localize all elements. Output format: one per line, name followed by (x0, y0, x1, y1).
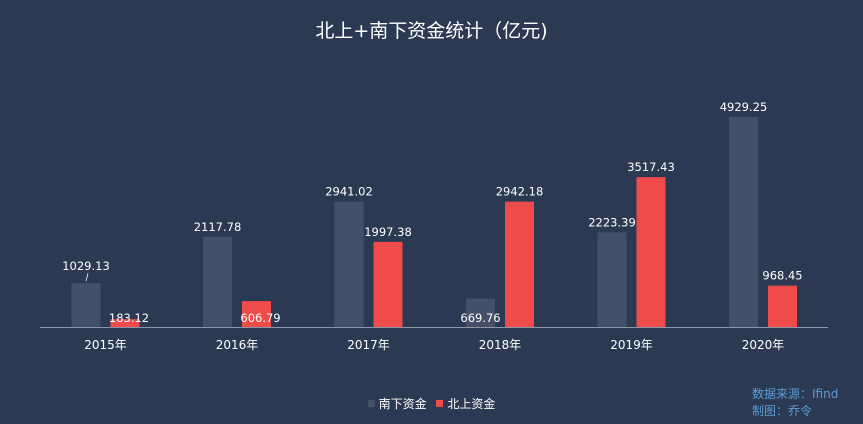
x-tick-label-1: 2016年 (216, 338, 259, 352)
data-label-north-2: 1997.38 (364, 225, 412, 239)
data-label-south-3: 669.76 (460, 311, 500, 325)
chart-title: 北上+南下资金统计（亿元) (315, 20, 548, 42)
data-label-north-1: 606.79 (240, 311, 280, 325)
legend-item-south[interactable]: 南下资金 (367, 395, 427, 412)
label-leader-line (85, 273, 89, 282)
data-label-south-5: 4929.25 (720, 100, 768, 114)
data-label-south-0: 1029.13 (62, 259, 110, 273)
bar-south-3[interactable] (466, 298, 495, 328)
bar-north-4[interactable] (636, 177, 666, 327)
data-label-south-1: 2117.78 (194, 220, 242, 234)
x-tick-label-2: 2017年 (347, 338, 390, 352)
data-label-south-2: 2941.02 (325, 185, 373, 199)
data-label-north-4: 3517.43 (627, 160, 675, 174)
x-tick-label-3: 2018年 (479, 338, 522, 352)
data-label-south-4: 2223.39 (588, 215, 636, 229)
source-line-author: 制图：乔令 (752, 404, 813, 418)
legend-item-north[interactable]: 北上资金 (436, 395, 495, 412)
x-tick-label-0: 2015年 (84, 338, 127, 352)
data-label-north-0: 183.12 (109, 311, 149, 325)
bar-south-4[interactable] (597, 232, 627, 327)
legend-swatch-south (367, 400, 375, 407)
bar-north-1[interactable] (242, 301, 271, 327)
data-label-north-5: 968.45 (762, 269, 802, 283)
bar-north-0[interactable] (110, 319, 140, 327)
bar-south-5[interactable] (729, 117, 758, 327)
bar-north-2[interactable] (373, 241, 403, 327)
legend-label-south: 南下资金 (378, 397, 427, 411)
data-label-north-3: 2942.18 (496, 185, 544, 199)
x-tick-label-5: 2020年 (742, 338, 785, 352)
bar-south-0[interactable] (71, 283, 101, 327)
legend-label-north: 北上资金 (447, 397, 496, 411)
legend-swatch-north (436, 400, 444, 407)
chart-legend: 南下资金 北上资金 (0, 395, 863, 412)
x-tick-label-4: 2019年 (610, 338, 653, 352)
bar-north-5[interactable] (768, 285, 797, 327)
bar-north-3[interactable] (505, 201, 534, 327)
bar-south-2[interactable] (334, 201, 364, 327)
source-note: 数据来源：Ifind 制图：乔令 (752, 386, 838, 420)
bar-south-1[interactable] (203, 236, 232, 327)
source-line-data: 数据来源：Ifind (752, 387, 839, 401)
